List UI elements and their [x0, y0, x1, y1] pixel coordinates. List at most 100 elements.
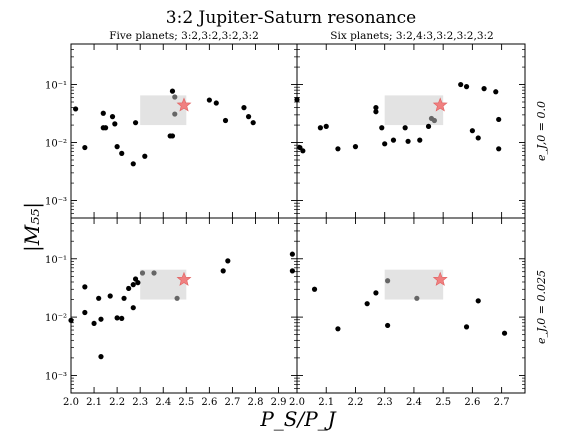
data-point [250, 120, 256, 126]
y-tick-label: 10⁻² [45, 313, 67, 324]
x-tick-label: 2.5 [178, 397, 194, 408]
data-point [414, 295, 420, 301]
data-point [496, 116, 502, 123]
x-tick-label: 2.2 [348, 397, 364, 408]
solar-system-marker [432, 97, 448, 112]
data-point [300, 148, 306, 154]
data-point [109, 114, 116, 120]
data-point [382, 141, 388, 147]
data-point [114, 144, 120, 150]
data-point [112, 121, 118, 127]
x-tick-label: 2.6 [464, 397, 480, 408]
data-point [225, 258, 231, 264]
data-point [126, 285, 132, 292]
panel-frame [70, 43, 298, 219]
x-tick-label: 2.9 [271, 397, 287, 408]
panel-top-left: 10⁻³ 10⁻² 10⁻¹ [45, 43, 298, 219]
data-point [289, 251, 295, 257]
data-point [405, 138, 411, 144]
data-point [417, 137, 423, 143]
data-point [317, 125, 323, 131]
data-point [119, 315, 125, 322]
resonance-region [140, 269, 187, 300]
data-point [151, 270, 157, 276]
column-title-right: Six planets; 3:2,4:3,3:2,3:2,3:2 [330, 30, 493, 42]
x-tick-label: 2.8 [248, 397, 264, 408]
data-point [241, 105, 247, 111]
x-tick-label: 2.2 [109, 397, 125, 408]
data-point [142, 153, 148, 159]
data-point [373, 290, 379, 296]
data-point [98, 354, 104, 360]
data-point [493, 89, 499, 95]
panel-bottom-right: 2.0 2.1 2.2 2.3 2.4 2.5 2.6 2.7 [289, 217, 526, 408]
row-label-bottom: e_J,0 = 0.025 [535, 270, 548, 344]
data-point [463, 324, 470, 330]
y-tick-label: 10⁻² [45, 139, 67, 150]
panel-frame [70, 217, 298, 394]
x-tick-label: 2.3 [377, 397, 393, 408]
y-tick-label: 10⁻¹ [45, 255, 67, 266]
x-tick-label: 2.0 [63, 397, 79, 408]
data-point [82, 144, 88, 151]
x-tick-label: 2.5 [435, 397, 451, 408]
data-point [107, 293, 113, 299]
data-point [73, 106, 79, 112]
data-point [82, 309, 88, 316]
data-point [501, 330, 508, 336]
data-point [82, 284, 88, 290]
data-point [364, 301, 370, 307]
data-point [91, 320, 97, 327]
data-point [289, 268, 295, 274]
data-point [132, 120, 139, 126]
y-tick-label: 10⁻³ [45, 197, 67, 208]
data-point [102, 125, 109, 131]
panel-top-right [294, 43, 526, 219]
data-point [96, 295, 102, 301]
x-tick-label: 2.7 [224, 397, 240, 408]
data-point [323, 123, 329, 129]
y-tick-label: 10⁻³ [45, 371, 67, 382]
data-point [213, 100, 219, 106]
data-point [352, 144, 359, 150]
resonance-region [384, 269, 444, 300]
data-point [475, 135, 481, 141]
panel-bottom-left: 10⁻³ 10⁻² 10⁻¹ 2.0 2.1 2.2 2.3 2.4 2.5 2.6 2.7 2.8 2… [45, 217, 298, 408]
data-point [98, 316, 104, 322]
column-title-left: Five planets; 3:2,3:2,3:2,3:2 [109, 30, 259, 42]
data-point [458, 81, 464, 88]
data-point [100, 110, 106, 116]
panel-frame [296, 43, 526, 219]
data-point [496, 146, 502, 152]
data-point [172, 94, 178, 100]
data-point [172, 111, 178, 117]
data-point [139, 270, 146, 276]
data-point [119, 150, 125, 156]
x-tick-label: 2.1 [318, 397, 334, 408]
data-point [130, 282, 136, 288]
x-tick-label: 2.6 [201, 397, 217, 408]
solar-system-marker [176, 97, 192, 112]
data-point [114, 315, 120, 321]
data-point [130, 305, 136, 311]
data-point [379, 125, 385, 131]
x-tick-label: 2.7 [494, 397, 510, 408]
solar-system-marker [432, 271, 448, 286]
data-point [335, 146, 341, 152]
data-point [206, 97, 212, 103]
resonance-region [140, 95, 187, 126]
data-point [463, 84, 470, 90]
data-point [385, 322, 391, 329]
x-tick-label: 2.4 [406, 397, 422, 408]
solar-system-marker [176, 271, 192, 286]
data-point [481, 86, 487, 92]
data-point [121, 295, 127, 301]
data-point [373, 105, 379, 111]
panel-frame [296, 217, 526, 394]
data-point [245, 114, 252, 120]
y-axis-label: |M₅₅| [20, 202, 45, 252]
x-tick-label: 2.3 [132, 397, 148, 408]
data-point [174, 295, 180, 301]
data-point [130, 161, 136, 167]
